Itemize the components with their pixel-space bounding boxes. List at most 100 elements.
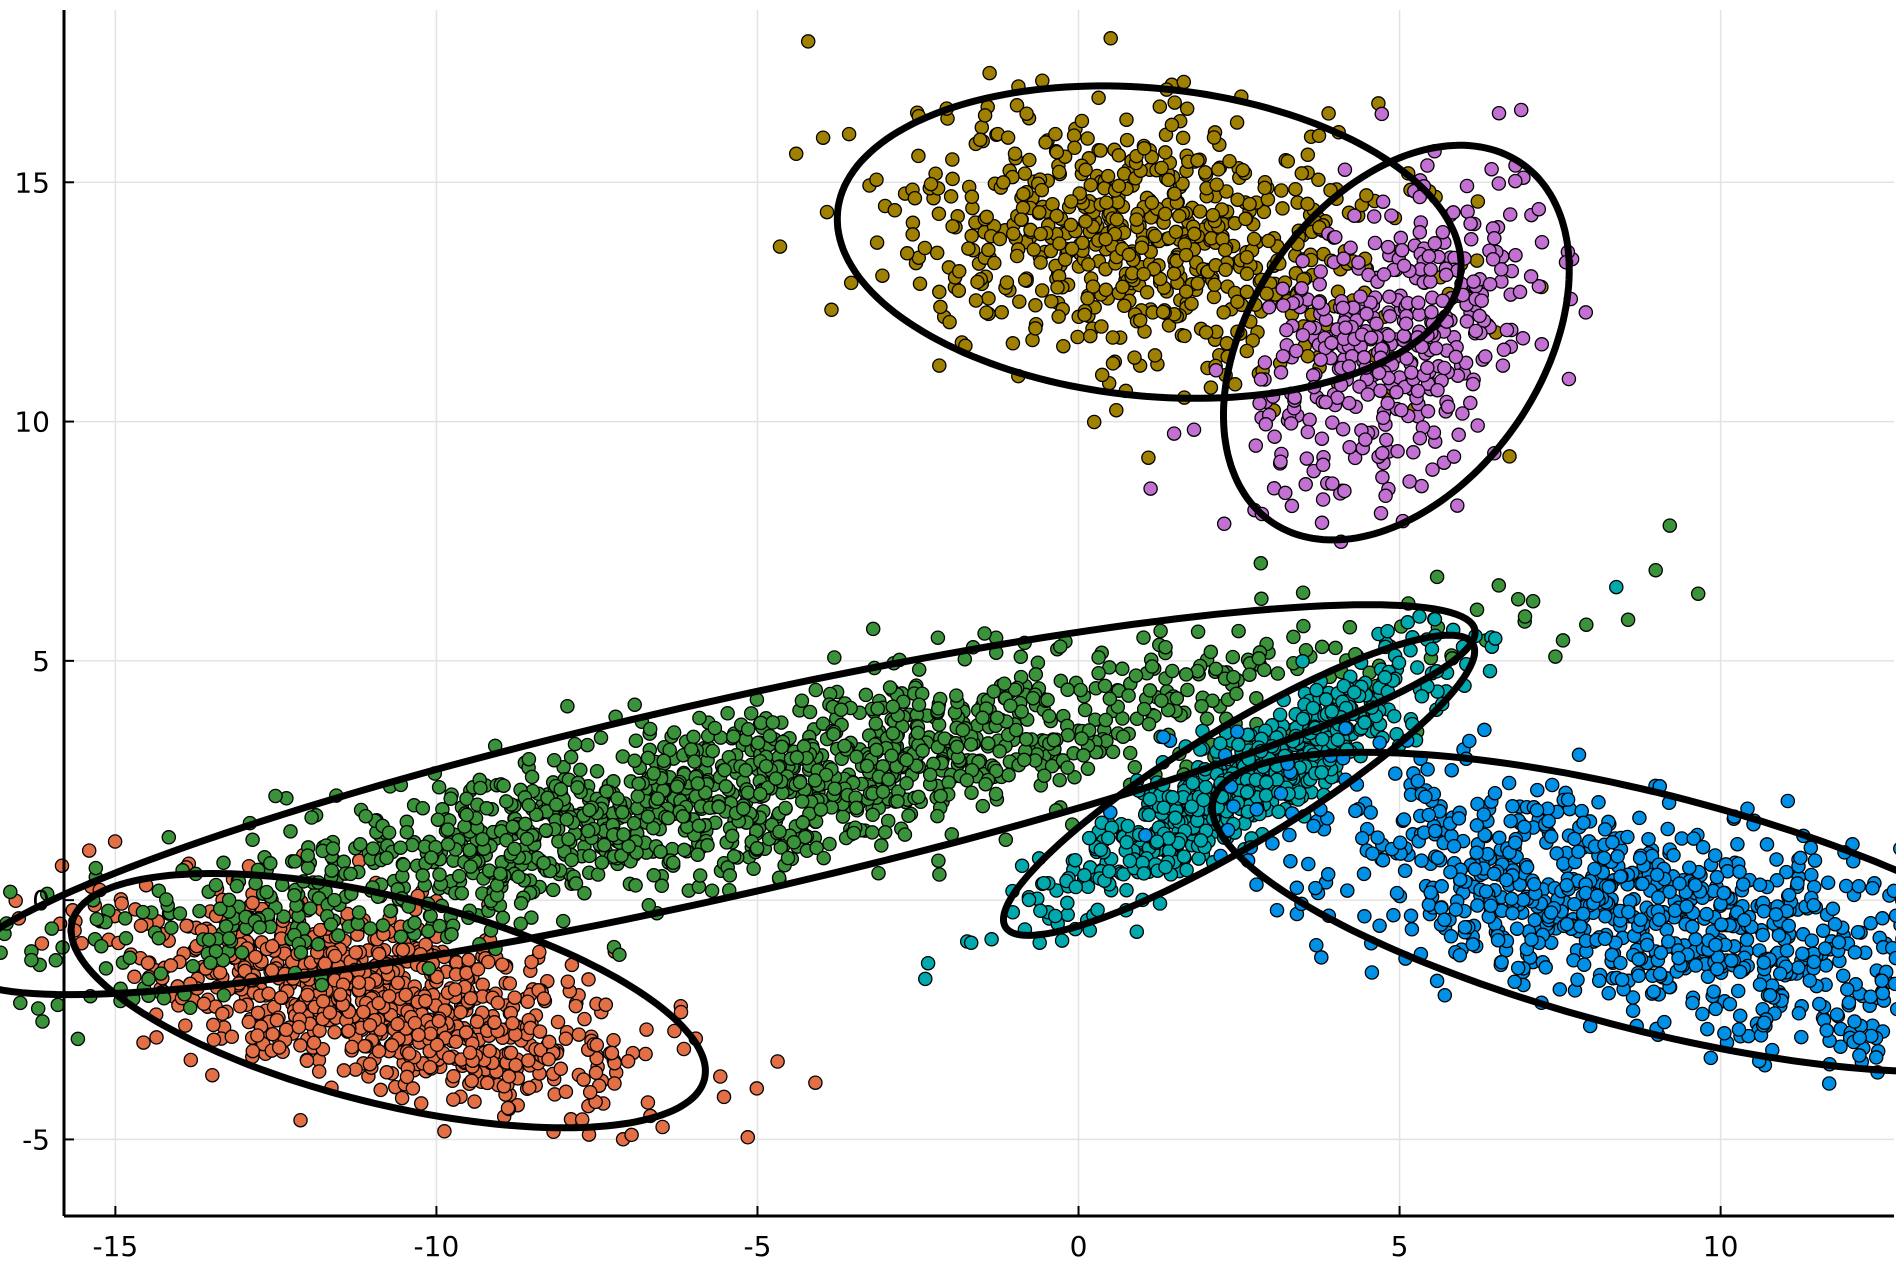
cluster-2-point xyxy=(1180,682,1195,698)
cluster-4-point xyxy=(1815,923,1831,938)
cluster-2-point xyxy=(505,819,520,835)
cluster-5-point xyxy=(1242,196,1257,212)
cluster-2-point xyxy=(30,1001,46,1016)
cluster-6-point xyxy=(1411,295,1426,310)
cluster-2-point xyxy=(687,754,702,769)
cluster-1-point xyxy=(568,998,584,1014)
cluster-1-point xyxy=(265,1026,280,1042)
cluster-1-point xyxy=(522,1080,537,1096)
cluster-1-point xyxy=(446,1069,461,1084)
cluster-4-point xyxy=(1620,829,1635,845)
cluster-2-point xyxy=(827,650,842,665)
cluster-5-point xyxy=(945,219,960,234)
cluster-2-point xyxy=(692,868,708,883)
cluster-4-point xyxy=(1838,878,1854,894)
cluster-4-point xyxy=(1451,811,1467,826)
cluster-1-point xyxy=(558,1031,574,1046)
cluster-1-point xyxy=(264,938,280,954)
cluster-1-point xyxy=(431,1013,447,1029)
cluster-4-point xyxy=(1507,835,1523,850)
cluster-4-point xyxy=(1575,906,1591,922)
cluster-6-point xyxy=(1515,331,1531,346)
cluster-2-point xyxy=(1121,688,1136,703)
cluster-1-point xyxy=(336,1063,352,1078)
cluster-6-point xyxy=(1208,363,1224,378)
cluster-4-point xyxy=(1651,890,1666,905)
cluster-5-point xyxy=(1502,449,1517,464)
cluster-4-point xyxy=(1674,831,1690,846)
cluster-1-point xyxy=(640,1095,656,1110)
cluster-4-point xyxy=(1755,927,1771,943)
cluster-4-point xyxy=(1524,932,1539,947)
cluster-2-point xyxy=(24,952,39,968)
cluster-4-point xyxy=(1501,775,1517,791)
cluster-5-point xyxy=(1049,208,1064,224)
cluster-2-point xyxy=(1136,630,1151,645)
cluster-1-point xyxy=(441,1050,457,1065)
cluster-5-point xyxy=(1012,294,1027,309)
cluster-4-point xyxy=(1679,899,1694,914)
cluster-2-point xyxy=(324,863,339,878)
cluster-2-point xyxy=(404,837,420,853)
cluster-1-point xyxy=(271,1040,287,1055)
cluster-4-point xyxy=(1589,888,1605,904)
cluster-2-point xyxy=(675,809,691,824)
cluster-3-point xyxy=(1165,790,1180,805)
cluster-2-point xyxy=(473,780,488,796)
cluster-6-point xyxy=(1351,255,1366,270)
cluster-1-point xyxy=(520,994,535,1009)
cluster-3-point xyxy=(1193,833,1209,848)
cluster-1-point xyxy=(371,1044,387,1059)
cluster-4-point xyxy=(1716,885,1732,901)
cluster-2-point xyxy=(864,825,880,840)
cluster-4-point xyxy=(1852,1030,1867,1046)
cluster-2-point xyxy=(640,750,656,766)
cluster-4-point xyxy=(1249,877,1264,892)
cluster-1-point xyxy=(348,945,364,960)
cluster-2-point xyxy=(268,788,283,804)
cluster-4-point xyxy=(1465,937,1481,952)
cluster-5-point xyxy=(1007,146,1023,161)
cluster-1-point xyxy=(390,975,406,991)
cluster-5-point xyxy=(1321,106,1336,121)
cluster-2-point xyxy=(1046,732,1062,748)
cluster-3-point xyxy=(1198,779,1214,795)
cluster-2-point xyxy=(869,742,884,758)
cluster-5-point xyxy=(1172,208,1187,224)
cluster-4-point xyxy=(1573,919,1588,934)
cluster-5-point xyxy=(1469,253,1485,268)
cluster-4-point xyxy=(1641,831,1656,847)
cluster-5-point xyxy=(964,189,980,205)
cluster-5-point xyxy=(1192,204,1208,219)
cluster-4-point xyxy=(1370,830,1385,845)
cluster-2-point xyxy=(440,837,456,852)
cluster-1-point xyxy=(582,1084,598,1100)
cluster-2-point xyxy=(399,824,415,840)
cluster-2-point xyxy=(1251,651,1267,666)
cluster-3-point xyxy=(1136,866,1152,881)
cluster-4-point xyxy=(1538,960,1553,975)
cluster-2-point xyxy=(365,841,381,856)
cluster-2-point xyxy=(159,892,174,907)
cluster-2-point xyxy=(287,854,303,869)
cluster-5-point xyxy=(1238,211,1253,227)
cluster-1-point xyxy=(588,1065,604,1081)
cluster-2-point xyxy=(1127,760,1143,775)
cluster-2-point xyxy=(545,882,561,898)
cluster-4-point xyxy=(1793,850,1808,866)
cluster-5-point xyxy=(1099,195,1114,210)
cluster-1-point xyxy=(749,1081,765,1096)
cluster-4-point xyxy=(1739,932,1755,948)
cluster-5-point xyxy=(772,239,788,254)
cluster-3-point xyxy=(1295,654,1310,669)
cluster-5-point xyxy=(1006,226,1021,241)
cluster-2-point xyxy=(245,832,260,848)
cluster-2-point xyxy=(669,779,685,794)
cluster-4-point xyxy=(1807,853,1823,868)
cluster-4-point xyxy=(1576,815,1591,831)
cluster-4-point xyxy=(1530,782,1545,798)
cluster-5-point xyxy=(1109,402,1124,418)
cluster-2-point xyxy=(1142,683,1158,698)
cluster-2-point xyxy=(641,898,657,913)
cluster-5-point xyxy=(1257,180,1272,196)
